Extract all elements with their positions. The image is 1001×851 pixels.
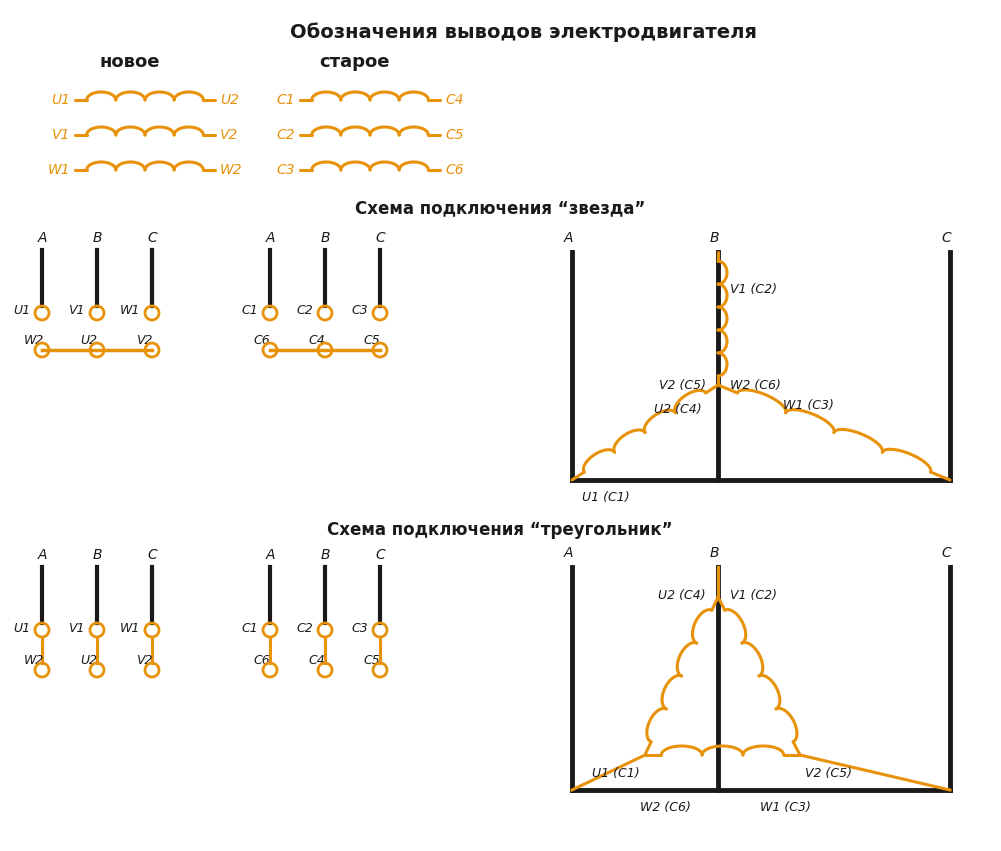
Text: U1 (C1): U1 (C1)	[593, 767, 640, 780]
Text: A: A	[564, 231, 573, 245]
Text: W1 (C3): W1 (C3)	[760, 802, 811, 814]
Text: U1: U1	[13, 305, 30, 317]
Text: V2 (C5): V2 (C5)	[659, 379, 706, 391]
Text: B: B	[710, 546, 719, 560]
Text: U2 (C4): U2 (C4)	[659, 589, 706, 602]
Text: C3: C3	[276, 163, 295, 177]
Text: C1: C1	[241, 621, 258, 635]
Text: W2: W2	[220, 163, 242, 177]
Text: U1: U1	[13, 621, 30, 635]
Text: старое: старое	[319, 53, 390, 71]
Text: U2: U2	[220, 93, 239, 107]
Text: V1: V1	[68, 305, 85, 317]
Text: A: A	[37, 231, 47, 245]
Text: A: A	[265, 548, 274, 562]
Text: C1: C1	[241, 305, 258, 317]
Text: C6: C6	[445, 163, 463, 177]
Text: C5: C5	[445, 128, 463, 142]
Text: C4: C4	[308, 334, 325, 346]
Text: U2 (C4): U2 (C4)	[655, 403, 702, 416]
Text: C4: C4	[308, 654, 325, 666]
Text: W2 (C6): W2 (C6)	[640, 802, 691, 814]
Text: W1 (C3): W1 (C3)	[783, 398, 834, 412]
Text: W2: W2	[24, 654, 44, 666]
Text: B: B	[320, 231, 329, 245]
Text: Обозначения выводов электродвигателя: Обозначения выводов электродвигателя	[290, 22, 757, 42]
Text: C2: C2	[276, 128, 295, 142]
Text: U1 (C1): U1 (C1)	[582, 492, 630, 505]
Text: W2: W2	[24, 334, 44, 346]
Text: C6: C6	[253, 654, 270, 666]
Text: C5: C5	[363, 654, 380, 666]
Text: B: B	[92, 548, 102, 562]
Text: C: C	[147, 231, 157, 245]
Text: Схема подключения “треугольник”: Схема подключения “треугольник”	[327, 521, 673, 539]
Text: C: C	[147, 548, 157, 562]
Text: новое: новое	[100, 53, 160, 71]
Text: C6: C6	[253, 334, 270, 346]
Text: W2 (C6): W2 (C6)	[730, 379, 781, 391]
Text: B: B	[92, 231, 102, 245]
Text: W1: W1	[47, 163, 70, 177]
Text: V2: V2	[136, 334, 152, 346]
Text: B: B	[320, 548, 329, 562]
Text: B: B	[710, 231, 719, 245]
Text: U2: U2	[80, 654, 97, 666]
Text: C3: C3	[351, 305, 368, 317]
Text: A: A	[37, 548, 47, 562]
Text: C2: C2	[296, 305, 313, 317]
Text: W1: W1	[120, 305, 140, 317]
Text: W1: W1	[120, 621, 140, 635]
Text: C4: C4	[445, 93, 463, 107]
Text: C: C	[375, 231, 384, 245]
Text: C2: C2	[296, 621, 313, 635]
Text: A: A	[265, 231, 274, 245]
Text: Схема подключения “звезда”: Схема подключения “звезда”	[354, 199, 646, 217]
Text: V1: V1	[68, 621, 85, 635]
Text: U2: U2	[80, 334, 97, 346]
Text: U1: U1	[51, 93, 70, 107]
Text: V2: V2	[136, 654, 152, 666]
Text: A: A	[564, 546, 573, 560]
Text: C: C	[375, 548, 384, 562]
Text: V2: V2	[220, 128, 238, 142]
Text: V2 (C5): V2 (C5)	[805, 767, 852, 780]
Text: V1 (C2): V1 (C2)	[730, 283, 777, 296]
Text: V1: V1	[52, 128, 70, 142]
Text: C: C	[941, 546, 951, 560]
Text: V1 (C2): V1 (C2)	[730, 589, 777, 602]
Text: C5: C5	[363, 334, 380, 346]
Text: C1: C1	[276, 93, 295, 107]
Text: C: C	[941, 231, 951, 245]
Text: C3: C3	[351, 621, 368, 635]
